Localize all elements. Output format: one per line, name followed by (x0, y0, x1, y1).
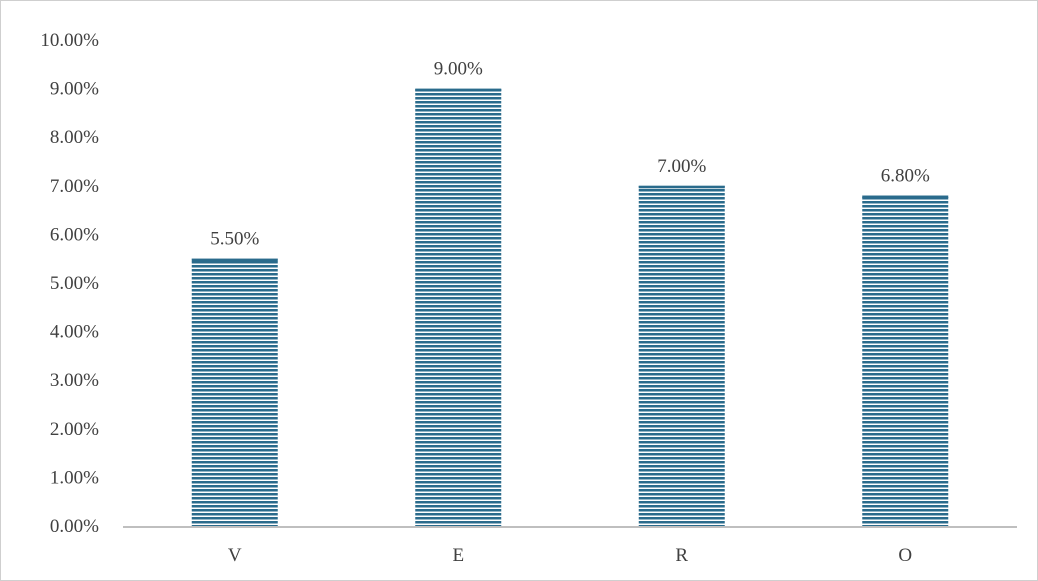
x-category-label: O (898, 545, 912, 566)
bar-v (191, 258, 278, 526)
y-tick-label: 8.00% (50, 127, 99, 148)
data-labels: 5.50% 9.00% 7.00% 6.80% (210, 59, 930, 250)
y-tick-label: 6.00% (50, 224, 99, 245)
data-label: 5.50% (210, 229, 259, 250)
bar-e (415, 88, 502, 526)
bar-top-edge (191, 258, 278, 262)
y-axis-tick-labels: 0.00% 1.00% 2.00% 3.00% 4.00% 5.00% 6.00% 7.00%… (40, 30, 99, 537)
bar-top-edge (862, 195, 949, 199)
bar-o (862, 195, 949, 526)
x-category-label: R (675, 545, 688, 566)
y-tick-label: 3.00% (50, 370, 99, 391)
y-tick-label: 1.00% (50, 467, 99, 488)
y-tick-label: 5.00% (50, 273, 99, 294)
y-tick-label: 10.00% (40, 30, 99, 51)
x-category-label: V (228, 545, 242, 566)
y-tick-label: 7.00% (50, 176, 99, 197)
y-tick-label: 0.00% (50, 516, 99, 537)
y-tick-label: 2.00% (50, 419, 99, 440)
bar-top-edge (638, 185, 725, 189)
y-tick-label: 4.00% (50, 322, 99, 343)
data-label: 7.00% (657, 156, 706, 177)
data-label: 9.00% (434, 59, 483, 80)
x-category-label: E (452, 545, 464, 566)
y-tick-label: 9.00% (50, 79, 99, 100)
bar-r (638, 185, 725, 527)
bar-top-edge (415, 88, 502, 92)
data-label: 6.80% (881, 166, 930, 187)
bars (191, 88, 949, 527)
